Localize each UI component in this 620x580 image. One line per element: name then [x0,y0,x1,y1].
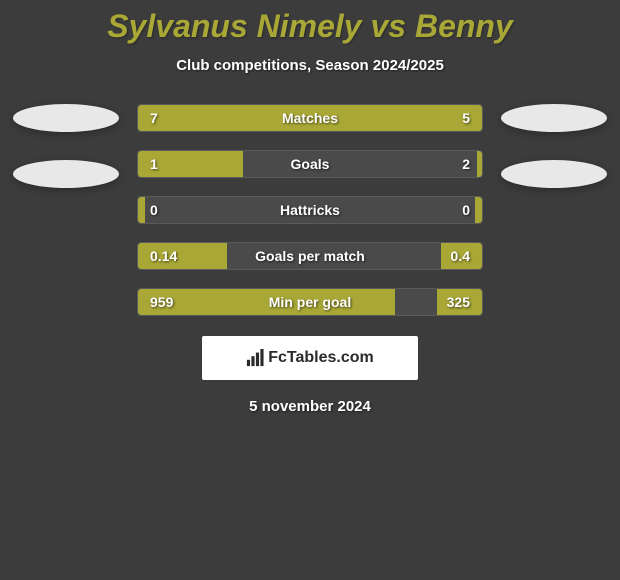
player2-avatar-top [501,104,607,132]
player1-avatar-bottom [13,160,119,188]
stat-value-right: 2 [462,156,470,172]
stat-value-right: 325 [447,294,470,310]
stat-label: Hattricks [280,202,340,218]
left-avatar-column [13,104,119,188]
bar-right-fill [475,197,482,223]
right-avatar-column [501,104,607,188]
logo-box: FcTables.com [202,336,418,380]
stat-value-right: 0.4 [451,248,470,264]
date-text: 5 november 2024 [0,398,620,415]
stat-bar: 1 2 Goals [137,150,483,178]
stat-value-right: 5 [462,110,470,126]
content-row: 7 5 Matches 1 2 Goals 0 0 Hattricks 0.14 0.4 Goals … [0,104,620,316]
bar-right-fill [477,151,482,177]
stat-label: Matches [282,110,338,126]
comparison-widget: Sylvanus Nimely vs Benny Club competitio… [0,0,620,415]
stat-value-left: 0.14 [150,248,177,264]
stat-label: Goals [291,156,330,172]
stat-bar: 7 5 Matches [137,104,483,132]
stat-bar: 0.14 0.4 Goals per match [137,242,483,270]
player2-avatar-bottom [501,160,607,188]
stat-label: Min per goal [269,294,351,310]
page-title: Sylvanus Nimely vs Benny [0,8,620,45]
player1-avatar-top [13,104,119,132]
bar-left-fill [138,197,145,223]
bar-left-fill [138,289,395,315]
stat-value-left: 0 [150,202,158,218]
stat-value-left: 959 [150,294,173,310]
stat-value-left: 7 [150,110,158,126]
stat-value-left: 1 [150,156,158,172]
bar-right-fill [339,105,482,131]
stat-bar: 0 0 Hattricks [137,196,483,224]
bars-icon [246,349,264,367]
subtitle: Club competitions, Season 2024/2025 [0,57,620,74]
stat-value-right: 0 [462,202,470,218]
stat-bar: 959 325 Min per goal [137,288,483,316]
stats-bars: 7 5 Matches 1 2 Goals 0 0 Hattricks 0.14 0.4 Goals … [137,104,483,316]
stat-label: Goals per match [255,248,365,264]
logo-text: FcTables.com [268,349,374,367]
